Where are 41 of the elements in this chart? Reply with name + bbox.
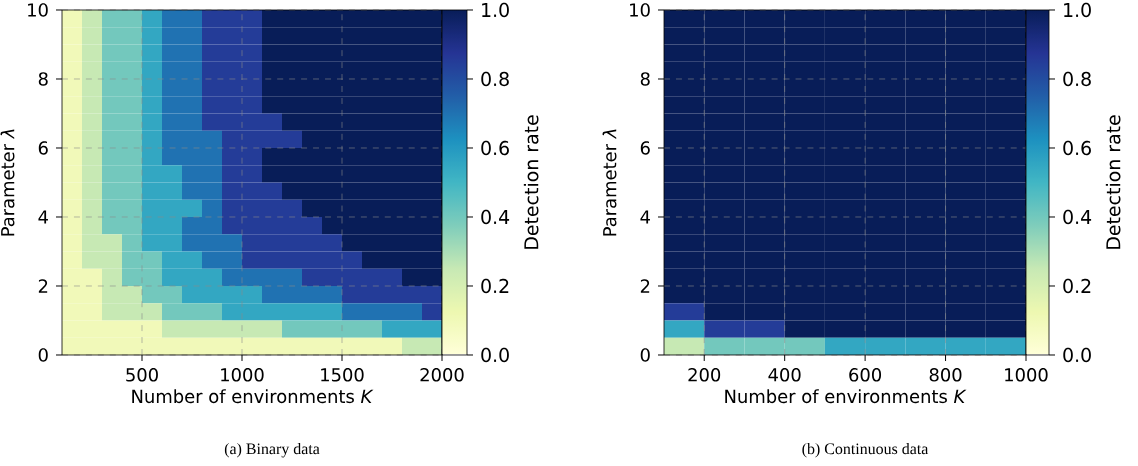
y-tick-label: 2 — [38, 279, 48, 293]
y-tick-label: 8 — [640, 72, 650, 86]
text: (b) Continuous data — [802, 442, 929, 458]
color-bar-label: 0.8 — [481, 71, 509, 87]
y-tick-label: 6 — [38, 141, 48, 155]
color-bar-label: 0.0 — [1063, 347, 1091, 363]
x-axis-title: Number of environments K — [132, 389, 374, 404]
color-bar-label: 0.4 — [1063, 209, 1092, 225]
y-axis-title: Parameter λ — [602, 129, 617, 236]
x-tick-label: 800 — [929, 368, 962, 382]
y-tick-label: 4 — [640, 210, 650, 224]
color-bar-label: 0.8 — [1063, 71, 1091, 87]
color-bar-label: 1.0 — [482, 2, 509, 18]
x-tick-label: 600 — [849, 368, 882, 382]
x-tick-label: 500 — [126, 368, 158, 382]
x-tick-label: 200 — [688, 368, 721, 382]
x-tick-label: 1500 — [321, 368, 364, 382]
text: (a) Binary data — [224, 442, 320, 458]
color-bar-label: 0.2 — [481, 278, 509, 294]
color-bar-label: 0.0 — [481, 347, 509, 363]
color-bar-label: 0.6 — [1063, 140, 1091, 156]
color-bar-label: 0.6 — [481, 140, 509, 156]
x-axis-title: Number of environments K — [725, 389, 967, 404]
y-tick-label: 8 — [38, 72, 48, 86]
color-bar-title: Detection rate — [523, 115, 539, 249]
x-tick-label: 1000 — [221, 368, 264, 382]
color-bar-label: 0.4 — [481, 209, 510, 225]
y-tick-label: 4 — [38, 210, 48, 224]
color-bar-label: 1.0 — [1064, 2, 1091, 18]
y-tick-label: 2 — [640, 279, 650, 293]
x-tick-label: 400 — [768, 368, 801, 382]
y-tick-label: 10 — [28, 3, 48, 17]
y-axis-title: Parameter λ — [0, 129, 15, 236]
x-tick-label: 2000 — [420, 368, 464, 382]
y-tick-label: 0 — [38, 348, 48, 362]
color-bar-title: Detection rate — [1105, 115, 1121, 249]
color-bar-label: 0.2 — [1063, 278, 1091, 294]
x-tick-label: 1000 — [1005, 368, 1048, 382]
y-tick-label: 0 — [640, 348, 650, 362]
y-tick-label: 10 — [630, 3, 650, 17]
y-tick-label: 6 — [640, 141, 650, 155]
